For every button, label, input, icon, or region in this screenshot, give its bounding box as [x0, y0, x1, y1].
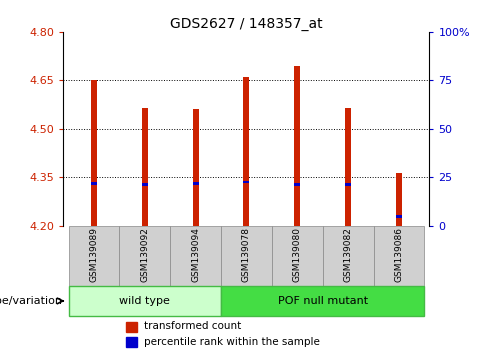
- Text: wild type: wild type: [120, 296, 170, 306]
- Bar: [396, 215, 402, 218]
- Text: POF null mutant: POF null mutant: [278, 296, 368, 306]
- Bar: [396, 173, 402, 225]
- Bar: [294, 183, 300, 185]
- Text: GSM139092: GSM139092: [140, 227, 149, 282]
- Bar: [142, 108, 148, 225]
- Text: transformed count: transformed count: [144, 321, 241, 331]
- Bar: [91, 80, 97, 225]
- Bar: [68, 225, 120, 286]
- Bar: [244, 181, 249, 183]
- Text: GSM139086: GSM139086: [394, 227, 404, 282]
- Bar: [126, 322, 137, 331]
- Text: GSM139094: GSM139094: [191, 227, 200, 282]
- Bar: [345, 108, 351, 225]
- Bar: [91, 182, 97, 185]
- Bar: [272, 225, 323, 286]
- Bar: [221, 225, 272, 286]
- Text: GSM139080: GSM139080: [293, 227, 302, 282]
- Text: percentile rank within the sample: percentile rank within the sample: [144, 337, 320, 347]
- Text: GSM139082: GSM139082: [344, 227, 353, 282]
- Title: GDS2627 / 148357_at: GDS2627 / 148357_at: [170, 17, 323, 31]
- Bar: [323, 225, 373, 286]
- Text: genotype/variation: genotype/variation: [0, 296, 62, 306]
- Bar: [244, 77, 249, 225]
- Bar: [193, 109, 199, 225]
- Text: GSM139078: GSM139078: [242, 227, 251, 282]
- Bar: [142, 183, 148, 185]
- Bar: [373, 225, 425, 286]
- Text: GSM139089: GSM139089: [89, 227, 99, 282]
- Bar: [68, 286, 221, 316]
- Bar: [345, 183, 351, 185]
- Bar: [221, 286, 425, 316]
- Bar: [294, 66, 300, 225]
- Bar: [170, 225, 221, 286]
- Bar: [120, 225, 170, 286]
- Bar: [193, 182, 199, 185]
- Bar: [126, 337, 137, 347]
